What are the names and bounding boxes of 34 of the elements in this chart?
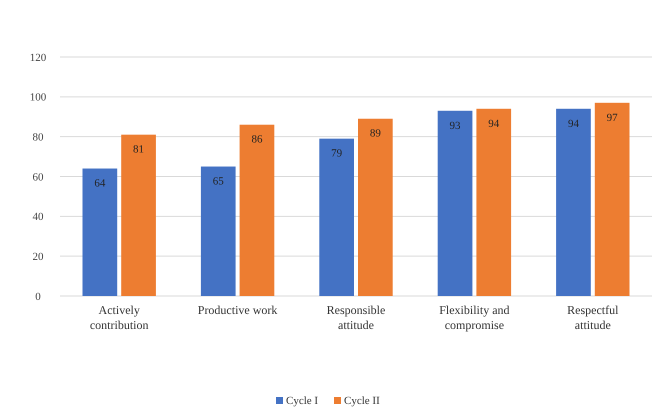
legend-label: Cycle I xyxy=(286,395,318,407)
data-label: 64 xyxy=(94,178,106,190)
bar xyxy=(200,166,236,296)
bar xyxy=(438,110,472,296)
y-tick-label: 60 xyxy=(32,171,44,184)
x-tick-label: Respectful attitude xyxy=(567,303,620,332)
y-tick-label: 40 xyxy=(32,211,44,224)
bar xyxy=(240,124,274,296)
y-tick-label: 20 xyxy=(32,251,44,264)
y-tick-label: 80 xyxy=(32,132,44,144)
y-tick-label: 0 xyxy=(35,290,42,303)
x-tick-label: Flexibility and compromise xyxy=(439,303,510,332)
data-label: 93 xyxy=(450,120,462,132)
bar xyxy=(476,108,512,296)
data-label: 79 xyxy=(331,148,343,160)
x-tick-label: Actively contribution xyxy=(90,303,149,332)
bar xyxy=(82,168,118,296)
bar xyxy=(556,108,591,296)
x-tick-label: Responsible attitude xyxy=(326,303,386,332)
bar xyxy=(594,102,630,296)
y-tick-label: 100 xyxy=(30,92,47,104)
x-tick-label: Productive work xyxy=(198,303,278,317)
bar xyxy=(121,134,156,296)
bar xyxy=(358,118,393,296)
data-label: 94 xyxy=(568,118,580,130)
data-label: 97 xyxy=(606,112,618,124)
legend-label: Cycle II xyxy=(344,395,380,407)
data-label: 94 xyxy=(488,118,500,130)
data-label: 86 xyxy=(251,134,263,146)
data-label: 81 xyxy=(133,144,144,156)
data-label: 89 xyxy=(370,128,382,140)
bar xyxy=(319,138,354,296)
y-tick-label: 120 xyxy=(30,52,47,64)
data-label: 65 xyxy=(212,176,224,188)
